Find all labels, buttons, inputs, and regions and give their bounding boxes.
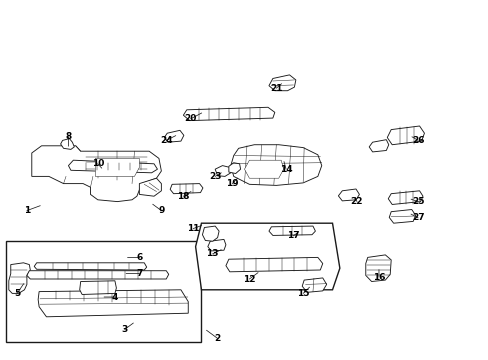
Text: 15: 15 xyxy=(296,289,309,298)
Text: 3: 3 xyxy=(122,325,127,334)
Polygon shape xyxy=(244,160,283,178)
Polygon shape xyxy=(38,290,188,317)
Text: 25: 25 xyxy=(411,197,424,206)
Polygon shape xyxy=(386,126,424,145)
Text: 10: 10 xyxy=(91,159,104,168)
Polygon shape xyxy=(139,178,161,196)
Polygon shape xyxy=(365,255,390,282)
Text: 2: 2 xyxy=(214,334,220,343)
Text: 12: 12 xyxy=(243,274,255,284)
Polygon shape xyxy=(225,257,322,272)
Polygon shape xyxy=(9,263,30,293)
Polygon shape xyxy=(207,239,225,251)
Text: 5: 5 xyxy=(14,289,20,298)
Text: 16: 16 xyxy=(372,273,385,282)
Text: 19: 19 xyxy=(225,179,238,188)
Polygon shape xyxy=(388,210,415,223)
Text: 9: 9 xyxy=(158,206,164,215)
Text: 4: 4 xyxy=(111,292,118,302)
Text: 11: 11 xyxy=(186,224,199,233)
Text: 17: 17 xyxy=(286,231,299,240)
Polygon shape xyxy=(61,139,74,149)
Text: 27: 27 xyxy=(411,213,424,222)
Text: 13: 13 xyxy=(206,249,219,258)
Polygon shape xyxy=(34,263,146,270)
Polygon shape xyxy=(195,223,339,290)
Text: 8: 8 xyxy=(65,132,71,141)
Bar xyxy=(6,241,201,342)
Text: 24: 24 xyxy=(160,136,172,145)
Polygon shape xyxy=(338,189,359,201)
Text: 18: 18 xyxy=(177,192,189,201)
Polygon shape xyxy=(215,166,230,176)
Polygon shape xyxy=(164,130,183,142)
Polygon shape xyxy=(228,163,240,174)
Polygon shape xyxy=(80,281,116,294)
Text: 6: 6 xyxy=(136,253,142,262)
Polygon shape xyxy=(202,226,219,241)
Polygon shape xyxy=(302,278,326,292)
Text: 20: 20 xyxy=(184,114,197,123)
Polygon shape xyxy=(95,158,139,176)
Polygon shape xyxy=(368,140,388,152)
Polygon shape xyxy=(32,146,161,202)
Polygon shape xyxy=(27,271,168,279)
Polygon shape xyxy=(268,75,295,91)
Polygon shape xyxy=(387,191,422,204)
Polygon shape xyxy=(183,107,274,121)
Polygon shape xyxy=(268,226,315,235)
Text: 1: 1 xyxy=(24,206,30,215)
Text: 21: 21 xyxy=(269,84,282,93)
Text: 14: 14 xyxy=(279,165,292,174)
Polygon shape xyxy=(230,145,321,185)
Polygon shape xyxy=(170,184,203,194)
Text: 23: 23 xyxy=(208,172,221,181)
Polygon shape xyxy=(68,160,157,173)
Text: 22: 22 xyxy=(350,197,363,206)
Text: 26: 26 xyxy=(411,136,424,145)
Text: 7: 7 xyxy=(136,269,142,278)
